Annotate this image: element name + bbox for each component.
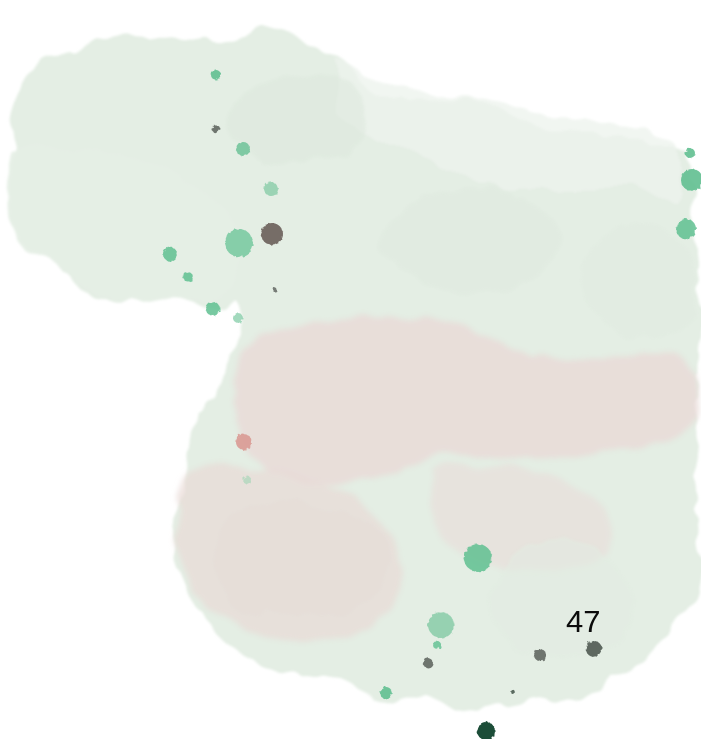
page-number: 47 [566, 604, 601, 639]
wash-texture [210, 75, 695, 660]
paint-speckles [163, 70, 701, 739]
